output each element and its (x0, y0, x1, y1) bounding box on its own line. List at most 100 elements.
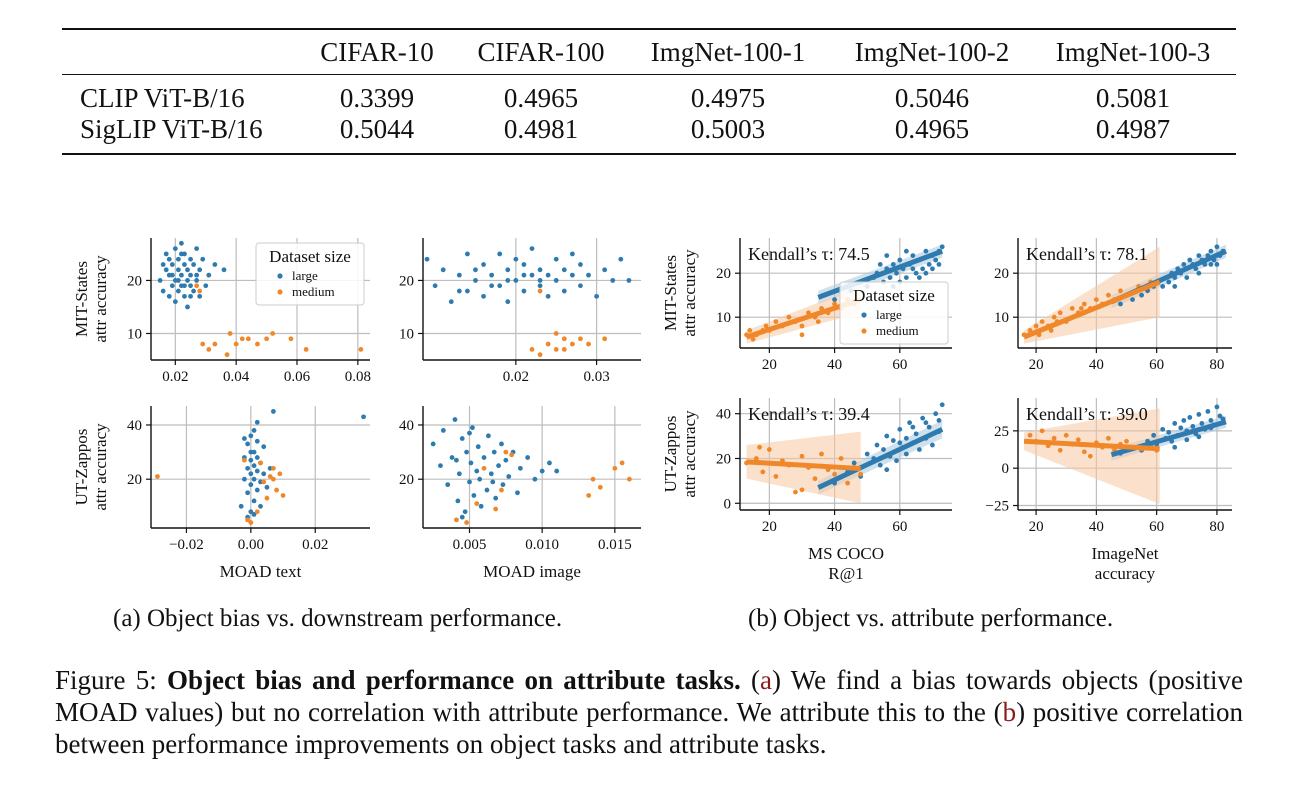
data-point-large (1160, 284, 1166, 289)
data-point-large (525, 455, 531, 460)
table-header-cifar100: CIFAR-100 (477, 37, 605, 67)
data-point-large (194, 246, 200, 252)
data-point-medium (590, 476, 596, 482)
data-point-large (160, 262, 166, 267)
y-tick-label: 10 (399, 326, 414, 342)
data-point-large (185, 278, 190, 283)
data-point-large (432, 283, 438, 289)
data-point-large (910, 424, 916, 430)
data-point-large (881, 447, 886, 452)
data-point-medium (493, 506, 499, 512)
y-tick-label: 10 (127, 326, 142, 342)
data-point-large (529, 246, 535, 252)
data-point-large (1172, 420, 1178, 426)
x-tick-label: 60 (1149, 357, 1164, 373)
y-tick-label: 20 (399, 472, 414, 488)
data-point-large (503, 457, 509, 463)
data-point-medium (245, 517, 251, 523)
data-point-large (1172, 284, 1178, 289)
data-point-large (894, 458, 899, 464)
data-point-large (179, 251, 184, 257)
data-point-medium (561, 336, 567, 342)
data-point-large (160, 288, 166, 294)
x-tick-label: 40 (827, 519, 842, 535)
caption-ref-a[interactable]: a (760, 665, 772, 695)
data-point-large (430, 441, 436, 447)
data-point-large (930, 266, 935, 272)
legend-box (255, 242, 365, 306)
data-point-large (172, 299, 178, 305)
x-tick-label: −0.02 (169, 537, 204, 553)
data-point-medium (1069, 306, 1075, 311)
x-tick-label: 0.02 (302, 537, 328, 553)
data-point-large (1214, 404, 1220, 410)
data-point-large (1214, 262, 1220, 267)
data-point-large (923, 420, 929, 426)
data-point-large (245, 490, 251, 496)
data-point-large (939, 244, 945, 250)
table-cell: 0.3399 (339, 83, 415, 113)
data-point-large (1172, 444, 1178, 450)
data-point-medium (819, 451, 824, 457)
y-tick-label: 20 (716, 266, 731, 282)
table-cell: 0.5046 (894, 83, 970, 113)
data-point-large (874, 442, 880, 448)
data-point-large (254, 438, 260, 444)
data-point-medium (194, 283, 200, 289)
data-point-large (887, 275, 893, 280)
data-point-large (449, 455, 455, 460)
data-point-large (175, 288, 181, 294)
data-point-large (448, 299, 454, 305)
data-point-large (175, 256, 181, 262)
data-point-medium (750, 336, 756, 342)
data-point-large (477, 476, 483, 482)
data-point-large (459, 514, 465, 520)
data-point-large (1199, 420, 1205, 426)
data-point-large (916, 447, 922, 452)
data-point-large (163, 251, 169, 257)
data-point-medium (270, 331, 276, 336)
data-point-large (618, 256, 624, 262)
data-point-medium (537, 288, 543, 294)
data-point-medium (578, 336, 583, 342)
legend-label-medium: medium (876, 323, 919, 338)
caption-ref-b[interactable]: b (1002, 697, 1017, 727)
data-point-medium (760, 469, 766, 475)
data-point-large (245, 441, 251, 447)
data-point-medium (233, 341, 239, 347)
data-point-medium (561, 346, 567, 352)
y-tick-label: 25 (994, 424, 1009, 440)
data-point-large (197, 293, 203, 299)
data-point-medium (747, 328, 753, 333)
data-point-large (478, 503, 484, 509)
caption-label: Figure 5: (55, 665, 157, 695)
legend-title: Dataset size (269, 247, 351, 266)
data-point-large (903, 451, 909, 457)
data-point-medium (267, 474, 273, 479)
y-tick-label: 10 (716, 310, 731, 326)
data-point-large (920, 266, 926, 272)
data-point-large (179, 240, 184, 246)
data-point-large (455, 498, 461, 504)
data-point-large (877, 462, 883, 468)
data-point-medium (1057, 447, 1063, 453)
data-point-large (1190, 423, 1196, 429)
data-point-large (182, 293, 187, 299)
table-cell: 0.5044 (339, 114, 415, 144)
data-point-large (1181, 262, 1187, 267)
data-point-medium (545, 341, 551, 347)
data-point-medium (1087, 453, 1093, 459)
data-point-large (185, 267, 190, 273)
kendall-tau-annotation: Kendall’s τ: 74.5 (748, 244, 870, 264)
data-point-medium (553, 331, 559, 336)
legend-label-large: large (876, 307, 902, 322)
data-point-large (897, 426, 903, 432)
data-point-large (553, 278, 559, 283)
data-point-large (529, 272, 535, 278)
data-point-large (486, 433, 491, 439)
data-point-large (505, 278, 511, 283)
data-point-large (197, 267, 203, 273)
data-point-large (851, 460, 857, 466)
data-point-large (248, 449, 254, 455)
